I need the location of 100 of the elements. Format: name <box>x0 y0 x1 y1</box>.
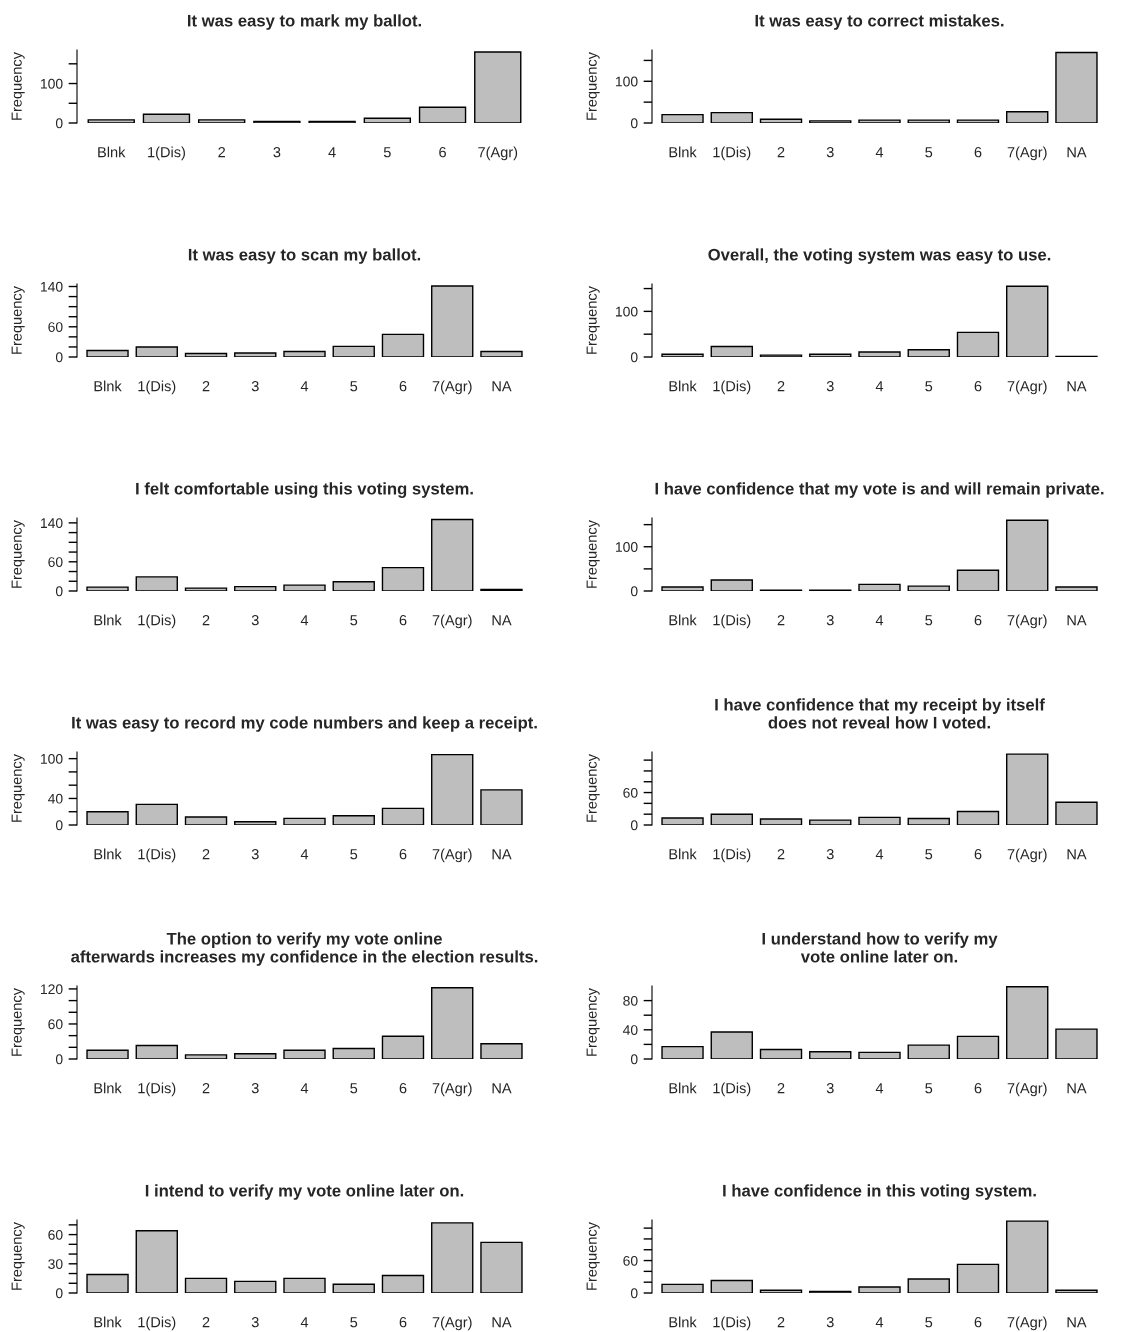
y-axis-title: Frequency <box>586 988 600 1056</box>
bar <box>431 518 474 591</box>
bar <box>283 1049 326 1059</box>
x-tick-label: 7(Agr) <box>1007 1316 1047 1331</box>
bar <box>759 1048 803 1059</box>
y-tick-label: 0 <box>55 1054 63 1065</box>
chart-title: I have confidence that my vote is and will remain private. <box>655 482 1104 498</box>
x-tick-label: 3 <box>826 1317 834 1328</box>
y-tick-label: 0 <box>630 586 638 597</box>
bar <box>661 113 704 123</box>
bar <box>907 1044 950 1059</box>
x-tick-label: 7(Agr) <box>432 614 472 629</box>
bar <box>135 346 178 357</box>
y-tick-label: 100 <box>41 78 63 89</box>
x-tick-label: 2 <box>202 1083 210 1094</box>
x-tick-label: 4 <box>875 1317 884 1328</box>
x-tick-label: 4 <box>875 615 884 626</box>
x-tick-label: NA <box>1067 1317 1087 1328</box>
x-tick-label: 5 <box>925 849 933 860</box>
x-tick-label: 5 <box>350 1083 358 1094</box>
bar <box>363 117 412 123</box>
chart-title: I have confidence in this voting system. <box>723 1184 1036 1200</box>
x-tick-label: 3 <box>251 1083 259 1094</box>
x-tick-label: 7(Agr) <box>1007 146 1047 161</box>
y-tick-label: 140 <box>41 281 63 292</box>
y-tick-label: 60 <box>48 1019 63 1030</box>
bar <box>710 813 753 825</box>
bar <box>135 1044 178 1059</box>
bar <box>661 1283 704 1293</box>
y-axis-title: Frequency <box>586 754 600 822</box>
x-tick-label: 5 <box>925 1083 933 1094</box>
bar <box>956 331 1000 357</box>
y-axis-title: Frequency <box>586 52 600 120</box>
bar <box>956 119 1000 123</box>
x-tick-label: 7(Agr) <box>478 146 518 161</box>
y-tick-label: 60 <box>623 1255 638 1266</box>
y-tick-label: 100 <box>41 753 63 764</box>
x-tick-label: 1(Dis) <box>148 146 185 161</box>
x-tick-label: 6 <box>974 1083 982 1094</box>
y-tick-label: 0 <box>630 352 638 363</box>
x-tick-label: 6 <box>974 147 982 158</box>
bar <box>907 817 950 825</box>
bar <box>283 1277 326 1293</box>
bar <box>661 586 704 591</box>
x-tick-label: 3 <box>826 381 834 392</box>
bar <box>1006 285 1049 357</box>
x-tick-label: 4 <box>875 1083 884 1094</box>
bar <box>1055 1289 1098 1293</box>
chart-title: I felt comfortable using this voting system. <box>136 482 473 498</box>
y-tick-label: 60 <box>48 1229 63 1240</box>
y-tick-label: 0 <box>55 1288 63 1299</box>
bar <box>381 1035 425 1059</box>
x-tick-label: 2 <box>777 381 785 392</box>
y-tick-label: 100 <box>616 76 638 87</box>
x-tick-label: 1(Dis) <box>138 848 176 863</box>
bar <box>1055 801 1098 825</box>
x-tick-label: Blnk <box>669 614 697 626</box>
x-tick-label: 1(Dis) <box>713 380 751 395</box>
x-tick-label: 5 <box>925 381 933 392</box>
x-tick-label: 1(Dis) <box>713 146 751 161</box>
bar <box>858 1286 901 1293</box>
bar <box>431 987 474 1059</box>
bar <box>480 1043 523 1059</box>
x-tick-label: NA <box>1067 615 1087 626</box>
x-tick-label: NA <box>492 381 512 392</box>
x-tick-label: 2 <box>777 1083 785 1094</box>
x-tick-label: 4 <box>300 849 309 860</box>
x-tick-label: 5 <box>925 615 933 626</box>
bar <box>480 789 523 825</box>
x-tick-label: 3 <box>273 147 281 158</box>
x-tick-label: 6 <box>399 1317 407 1328</box>
bar <box>474 51 522 123</box>
y-axis-title: Frequency <box>11 988 25 1056</box>
bar <box>809 819 852 825</box>
bar <box>661 817 704 825</box>
bar <box>431 753 474 825</box>
bar <box>283 817 326 825</box>
y-tick-label: 140 <box>41 518 63 529</box>
bar <box>1006 519 1049 591</box>
bar <box>332 1283 375 1293</box>
y-tick-label: 0 <box>630 118 638 129</box>
x-tick-label: 6 <box>974 615 982 626</box>
x-tick-label: 5 <box>350 849 358 860</box>
x-tick-label: 2 <box>777 1317 785 1328</box>
bar <box>858 119 901 123</box>
x-tick-label: 1(Dis) <box>713 1082 751 1097</box>
x-tick-label: 2 <box>777 147 785 158</box>
y-tick-label: 0 <box>630 1288 638 1299</box>
bar <box>381 807 425 825</box>
bar <box>710 111 753 123</box>
bar <box>184 1054 228 1059</box>
bar <box>1006 111 1049 123</box>
bar <box>1006 753 1049 825</box>
x-tick-label: 3 <box>251 1317 259 1328</box>
bar <box>431 1222 474 1293</box>
x-tick-label: 7(Agr) <box>432 1082 472 1097</box>
bar <box>710 579 753 591</box>
x-tick-label: Blnk <box>669 848 697 860</box>
bar <box>86 1049 129 1059</box>
y-tick-label: 120 <box>41 984 63 995</box>
